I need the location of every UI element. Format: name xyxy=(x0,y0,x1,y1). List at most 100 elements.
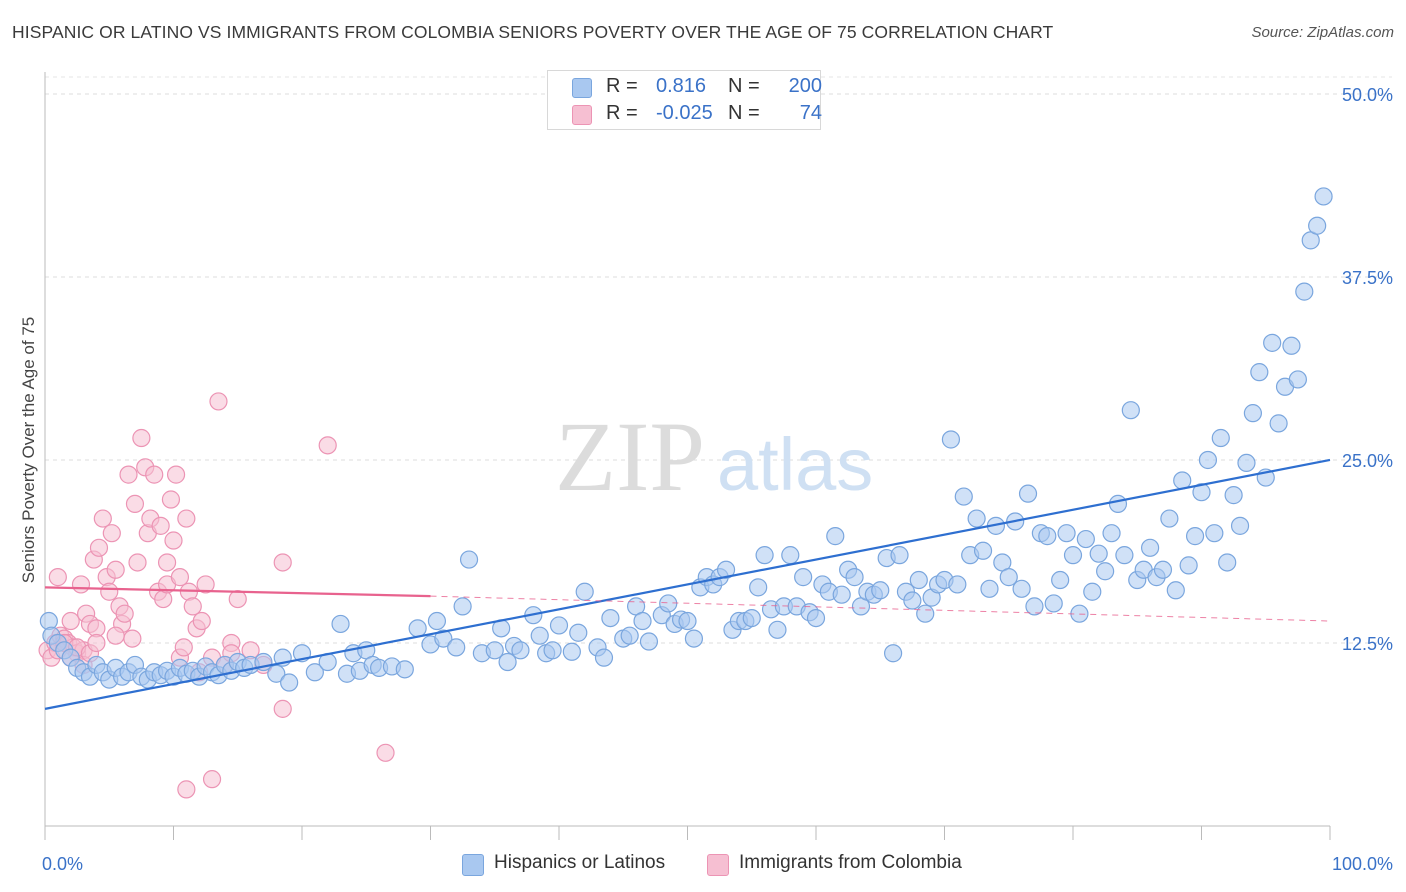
data-point xyxy=(903,591,922,610)
data-point xyxy=(459,550,479,569)
data-point xyxy=(659,594,678,613)
data-point xyxy=(1096,562,1115,581)
watermark-atlas: atlas xyxy=(717,423,873,506)
chart-source: Source: ZipAtlas.com xyxy=(1251,24,1394,41)
legend-n-label: N = xyxy=(728,75,760,97)
data-point xyxy=(102,524,121,543)
trend-line-colombia-extension xyxy=(430,595,1331,622)
data-point xyxy=(549,616,569,635)
legend-r-label: R = xyxy=(606,75,638,97)
data-point xyxy=(1243,404,1263,423)
data-point xyxy=(93,509,112,528)
data-point xyxy=(794,568,813,587)
data-point xyxy=(1308,216,1327,235)
data-point xyxy=(434,629,453,648)
data-point xyxy=(128,553,147,572)
data-point xyxy=(164,531,183,550)
data-point xyxy=(826,527,845,546)
data-point xyxy=(151,516,170,535)
data-point xyxy=(273,699,292,718)
watermark-zip: ZIP xyxy=(555,401,705,512)
data-point xyxy=(999,568,1018,587)
data-point xyxy=(1051,570,1070,590)
y-axis-label: Seniors Poverty Over the Age of 75 xyxy=(19,317,38,583)
data-point xyxy=(453,597,472,616)
data-point xyxy=(973,541,993,560)
data-point xyxy=(678,611,697,631)
data-point xyxy=(202,770,222,789)
data-point xyxy=(161,490,181,509)
data-point xyxy=(601,609,620,628)
data-point xyxy=(395,660,414,679)
data-point xyxy=(183,597,202,616)
data-point xyxy=(376,743,395,762)
data-point xyxy=(1166,581,1185,600)
data-point xyxy=(89,538,109,557)
data-point xyxy=(427,611,447,631)
x-tick-label: 0.0% xyxy=(42,854,83,874)
data-point xyxy=(1198,450,1218,470)
data-point xyxy=(1263,333,1282,352)
data-point xyxy=(1018,484,1038,503)
data-point xyxy=(48,568,67,587)
data-point xyxy=(174,638,193,657)
tick-labels: 12.5% 25.0% 37.5% 50.0% 0.0% 100.0% xyxy=(42,85,1393,874)
data-point xyxy=(123,629,142,648)
data-point xyxy=(1140,538,1160,557)
data-point xyxy=(498,652,517,672)
data-point xyxy=(196,575,215,594)
data-point xyxy=(1237,453,1256,473)
data-point xyxy=(1185,527,1205,546)
data-point xyxy=(749,578,768,597)
data-point xyxy=(1295,282,1314,301)
legend-swatch-colombia xyxy=(707,854,729,876)
legend-r-value: 0.816 xyxy=(656,75,707,97)
data-point xyxy=(890,546,909,565)
data-point xyxy=(100,582,119,601)
data-point xyxy=(177,780,196,799)
chart-title: HISPANIC OR LATINO VS IMMIGRANTS FROM CO… xyxy=(12,22,1054,42)
data-point xyxy=(1205,524,1224,543)
data-point xyxy=(543,641,562,660)
data-point xyxy=(941,430,961,449)
data-point xyxy=(1038,527,1057,546)
y-tick-label: 25.0% xyxy=(1342,451,1393,471)
data-point xyxy=(1269,414,1288,433)
data-point xyxy=(1314,187,1333,206)
data-point xyxy=(71,575,91,594)
data-point xyxy=(170,568,190,587)
data-point xyxy=(806,609,826,628)
legend-n-value: 74 xyxy=(799,102,822,124)
legend-n-value: 200 xyxy=(788,75,822,97)
data-point xyxy=(575,582,594,601)
legend-label-colombia: Immigrants from Colombia xyxy=(739,852,962,873)
data-point xyxy=(305,663,324,682)
data-point xyxy=(511,641,530,660)
data-point xyxy=(980,579,999,598)
data-point xyxy=(166,465,186,484)
axes xyxy=(44,72,1331,840)
data-point xyxy=(832,585,851,604)
data-point xyxy=(954,487,973,506)
data-point xyxy=(125,494,145,514)
data-point xyxy=(318,436,337,455)
data-point xyxy=(1282,336,1301,355)
data-point xyxy=(1108,494,1128,514)
data-point xyxy=(119,465,138,484)
data-point xyxy=(87,633,106,653)
data-point xyxy=(948,575,967,594)
data-point xyxy=(1115,546,1134,565)
data-point xyxy=(569,623,588,642)
data-point xyxy=(1179,556,1198,575)
data-point xyxy=(209,392,228,411)
legend-r-label: R = xyxy=(606,102,638,124)
data-point xyxy=(1224,486,1243,505)
data-point xyxy=(1230,516,1250,535)
data-point xyxy=(267,664,286,683)
data-point xyxy=(280,673,299,692)
data-point xyxy=(633,611,652,631)
legend-swatch-hispanics xyxy=(572,78,592,98)
data-point xyxy=(145,465,164,484)
y-tick-label: 37.5% xyxy=(1342,268,1393,288)
legend-swatch-hispanics xyxy=(462,854,484,876)
